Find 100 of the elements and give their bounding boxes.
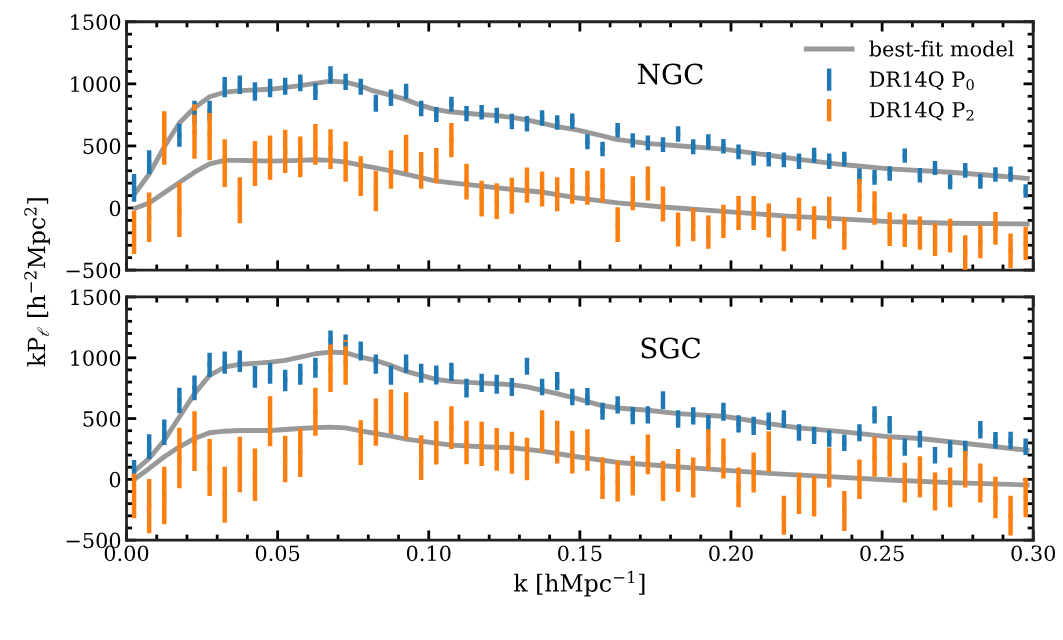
point bbox=[434, 372, 439, 377]
point bbox=[343, 360, 348, 365]
point bbox=[479, 441, 484, 447]
point bbox=[449, 425, 454, 430]
point bbox=[162, 493, 167, 498]
point bbox=[570, 183, 575, 188]
point bbox=[252, 374, 258, 379]
point bbox=[162, 430, 167, 435]
point bbox=[978, 179, 983, 184]
point bbox=[660, 142, 666, 147]
point bbox=[313, 409, 318, 414]
point bbox=[993, 495, 998, 500]
point bbox=[751, 156, 756, 161]
x-tick-label: 0.20 bbox=[709, 545, 753, 562]
point bbox=[585, 447, 590, 453]
point bbox=[872, 454, 877, 459]
point bbox=[343, 159, 348, 164]
y-tick-label: 0 bbox=[109, 200, 121, 217]
annotation: SGC bbox=[641, 337, 701, 359]
point bbox=[479, 380, 484, 385]
point bbox=[207, 132, 212, 137]
point bbox=[328, 366, 333, 371]
point bbox=[524, 121, 530, 126]
point bbox=[1008, 513, 1013, 518]
point bbox=[207, 108, 212, 114]
point bbox=[842, 156, 847, 162]
point bbox=[222, 85, 227, 90]
y-tick-label: −500 bbox=[66, 262, 121, 279]
point bbox=[706, 447, 711, 452]
point bbox=[479, 196, 484, 201]
y-tick-label: 500 bbox=[83, 138, 121, 155]
point bbox=[721, 456, 726, 461]
point bbox=[464, 111, 469, 116]
point bbox=[298, 80, 303, 85]
point bbox=[706, 139, 711, 144]
point bbox=[615, 402, 620, 408]
point bbox=[343, 342, 348, 347]
point bbox=[313, 89, 318, 94]
point bbox=[494, 198, 499, 204]
point bbox=[887, 227, 892, 232]
point bbox=[993, 438, 998, 443]
annotation: NGC bbox=[638, 63, 703, 85]
point bbox=[963, 446, 968, 451]
point bbox=[328, 72, 333, 78]
point bbox=[751, 423, 756, 429]
point bbox=[570, 394, 575, 399]
point bbox=[524, 183, 530, 188]
x-tick-label: 0.30 bbox=[1011, 545, 1056, 562]
point bbox=[585, 139, 590, 144]
legend-label: DR14Q P$_{2}$ bbox=[869, 101, 974, 121]
point bbox=[585, 185, 590, 190]
point bbox=[358, 348, 363, 354]
point bbox=[449, 102, 454, 107]
x-tick-label: 0.10 bbox=[406, 545, 451, 562]
point bbox=[192, 110, 197, 115]
point bbox=[660, 478, 666, 484]
point bbox=[585, 394, 590, 399]
point bbox=[192, 129, 197, 134]
point bbox=[796, 491, 802, 496]
point bbox=[388, 95, 394, 100]
x-tick-label: 0.15 bbox=[558, 545, 602, 562]
point bbox=[660, 398, 666, 403]
point bbox=[1008, 248, 1013, 253]
point bbox=[736, 485, 741, 490]
point bbox=[207, 362, 212, 368]
y-tick-label: 1000 bbox=[71, 350, 121, 366]
point bbox=[252, 161, 258, 166]
point bbox=[993, 226, 998, 231]
point bbox=[887, 171, 892, 176]
point bbox=[449, 369, 454, 374]
point bbox=[358, 440, 363, 445]
point bbox=[600, 409, 605, 414]
point bbox=[872, 205, 877, 211]
point bbox=[192, 385, 197, 390]
point bbox=[887, 422, 892, 427]
point bbox=[570, 119, 575, 124]
point bbox=[131, 493, 137, 498]
point bbox=[660, 201, 666, 207]
point bbox=[932, 165, 938, 171]
point bbox=[358, 174, 363, 179]
point bbox=[434, 112, 439, 117]
point bbox=[842, 231, 847, 236]
point bbox=[751, 211, 756, 216]
point bbox=[887, 455, 892, 460]
point bbox=[872, 412, 877, 417]
point bbox=[978, 427, 983, 432]
point bbox=[313, 365, 318, 370]
y-tick-label: 500 bbox=[83, 411, 121, 427]
point bbox=[796, 430, 802, 435]
point bbox=[872, 175, 877, 180]
point bbox=[796, 212, 802, 217]
point bbox=[721, 409, 726, 414]
x-tick-label: 0.25 bbox=[860, 545, 904, 562]
x-tick-label: 0.05 bbox=[255, 545, 300, 562]
point bbox=[721, 144, 726, 149]
point bbox=[177, 456, 182, 461]
point bbox=[177, 398, 182, 403]
point bbox=[570, 450, 575, 455]
point bbox=[207, 465, 212, 470]
point bbox=[600, 146, 605, 152]
